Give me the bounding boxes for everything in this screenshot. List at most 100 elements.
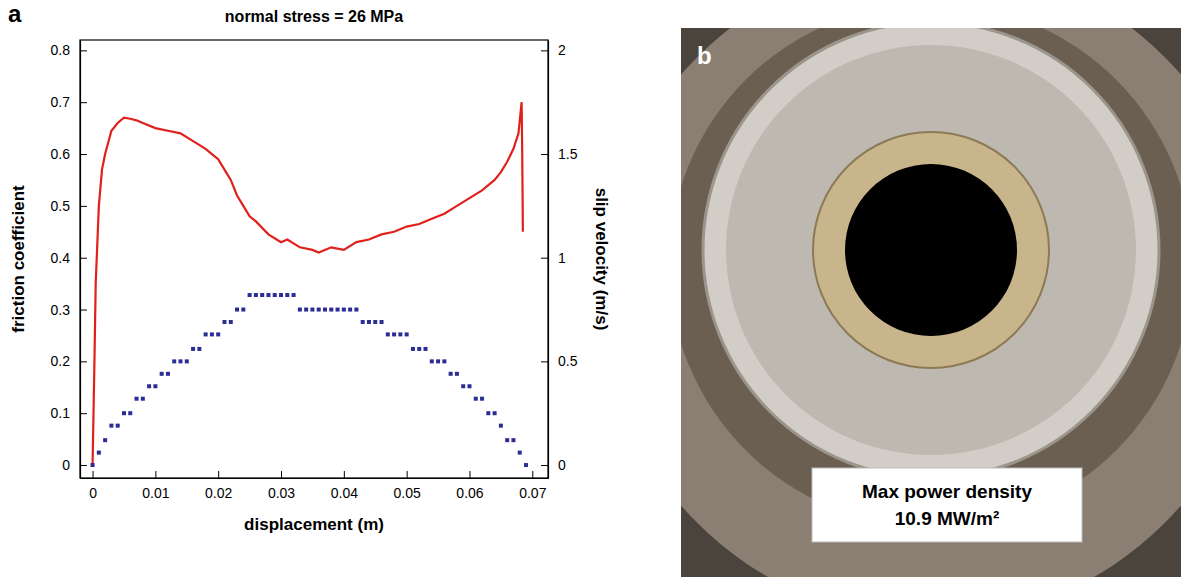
data-point xyxy=(116,424,120,428)
caption-box xyxy=(812,468,1082,542)
data-point xyxy=(185,359,189,363)
tick-label: 0 xyxy=(89,485,97,501)
data-point xyxy=(241,308,245,312)
data-point xyxy=(235,308,239,312)
data-point xyxy=(160,372,164,376)
slip-surface xyxy=(726,45,1136,455)
data-point xyxy=(216,332,220,336)
tick-label: 0.07 xyxy=(519,485,546,501)
tick-mark xyxy=(80,102,87,103)
tick-label: 0.7 xyxy=(51,94,71,110)
y-axis-title: friction coefficient xyxy=(9,185,28,333)
inner-ring xyxy=(813,132,1049,368)
tick-mark xyxy=(281,471,282,478)
tick-label: 0.2 xyxy=(51,353,71,369)
data-point xyxy=(141,397,145,401)
data-point xyxy=(405,332,409,336)
tick-label: 2 xyxy=(558,42,566,58)
tick-mark xyxy=(80,310,87,311)
tick-mark xyxy=(218,471,219,478)
tick: 0.7 xyxy=(51,94,87,110)
tick-mark xyxy=(80,154,87,155)
data-point xyxy=(204,332,208,336)
axis-line xyxy=(80,41,81,479)
y-axis: 00.10.20.30.40.50.60.70.8 xyxy=(51,41,87,479)
data-point xyxy=(380,320,384,324)
data-point xyxy=(273,293,277,297)
tick-label: 0.06 xyxy=(456,485,483,501)
tick-mark xyxy=(80,258,87,259)
tick-mark xyxy=(532,471,533,478)
tick: 0.07 xyxy=(519,471,546,501)
data-point xyxy=(436,359,440,363)
tick-label: 0 xyxy=(62,457,70,473)
data-point xyxy=(442,359,446,363)
data-point xyxy=(317,308,321,312)
tick-label: 0.8 xyxy=(51,42,71,58)
data-point xyxy=(91,463,95,467)
tick-mark xyxy=(541,465,548,466)
plot-frame xyxy=(80,40,548,478)
tick-mark xyxy=(469,471,470,478)
tick: 0.01 xyxy=(142,471,169,501)
data-point xyxy=(373,320,377,324)
data-point xyxy=(172,359,176,363)
figure: 00.010.020.030.040.050.060.0700.10.20.30… xyxy=(0,0,1181,577)
tick-mark xyxy=(80,50,87,51)
data-point xyxy=(323,308,327,312)
y2-axis: 00.511.52 xyxy=(541,41,578,479)
data-point xyxy=(222,320,226,324)
data-point xyxy=(260,293,264,297)
data-point xyxy=(179,359,183,363)
data-point xyxy=(109,424,113,428)
tick-label: 0 xyxy=(558,457,566,473)
y2-axis-title: slip velocity (m/s) xyxy=(592,188,611,331)
data-point xyxy=(424,347,428,351)
tick-label: 0.05 xyxy=(394,485,421,501)
data-point xyxy=(392,332,396,336)
tick: 0 xyxy=(62,457,87,473)
axis-line xyxy=(81,478,549,479)
tick: 0.2 xyxy=(51,353,87,369)
tick: 0.5 xyxy=(541,353,578,369)
data-point xyxy=(524,463,528,467)
data-point xyxy=(449,372,453,376)
tick-mark xyxy=(541,361,548,362)
data-point xyxy=(386,332,390,336)
tick-mark xyxy=(541,50,548,51)
data-point xyxy=(292,293,296,297)
panel-letter: a xyxy=(8,0,22,27)
data-point xyxy=(128,411,132,415)
tick: 0.06 xyxy=(456,471,483,501)
data-point xyxy=(348,308,352,312)
tick-label: 0.1 xyxy=(51,405,71,421)
tick: 0.5 xyxy=(51,198,87,214)
plot-area xyxy=(91,102,528,467)
data-point xyxy=(398,332,402,336)
data-point xyxy=(354,308,358,312)
tick: 0.3 xyxy=(51,302,87,318)
data-point xyxy=(279,293,283,297)
tick-mark xyxy=(80,206,87,207)
tick-label: 0.3 xyxy=(51,302,71,318)
tick: 0.6 xyxy=(51,146,87,162)
tick: 1.5 xyxy=(541,146,578,162)
tick-label: 0.5 xyxy=(558,353,578,369)
data-point xyxy=(480,397,484,401)
data-point xyxy=(166,372,170,376)
tick-label: 0.5 xyxy=(51,198,71,214)
tick: 0 xyxy=(89,471,97,501)
tick-mark xyxy=(407,471,408,478)
data-point xyxy=(103,438,107,442)
tick-mark xyxy=(93,471,94,478)
data-point xyxy=(266,293,270,297)
data-point xyxy=(285,293,289,297)
data-point xyxy=(122,411,126,415)
data-point xyxy=(455,372,459,376)
sample-face xyxy=(703,28,1159,478)
tick: 0 xyxy=(541,457,566,473)
tick: 0.02 xyxy=(205,471,232,501)
caption-text: 10.9 MW/m² xyxy=(895,508,1000,529)
panel-letter: b xyxy=(697,42,712,69)
data-point xyxy=(210,332,214,336)
